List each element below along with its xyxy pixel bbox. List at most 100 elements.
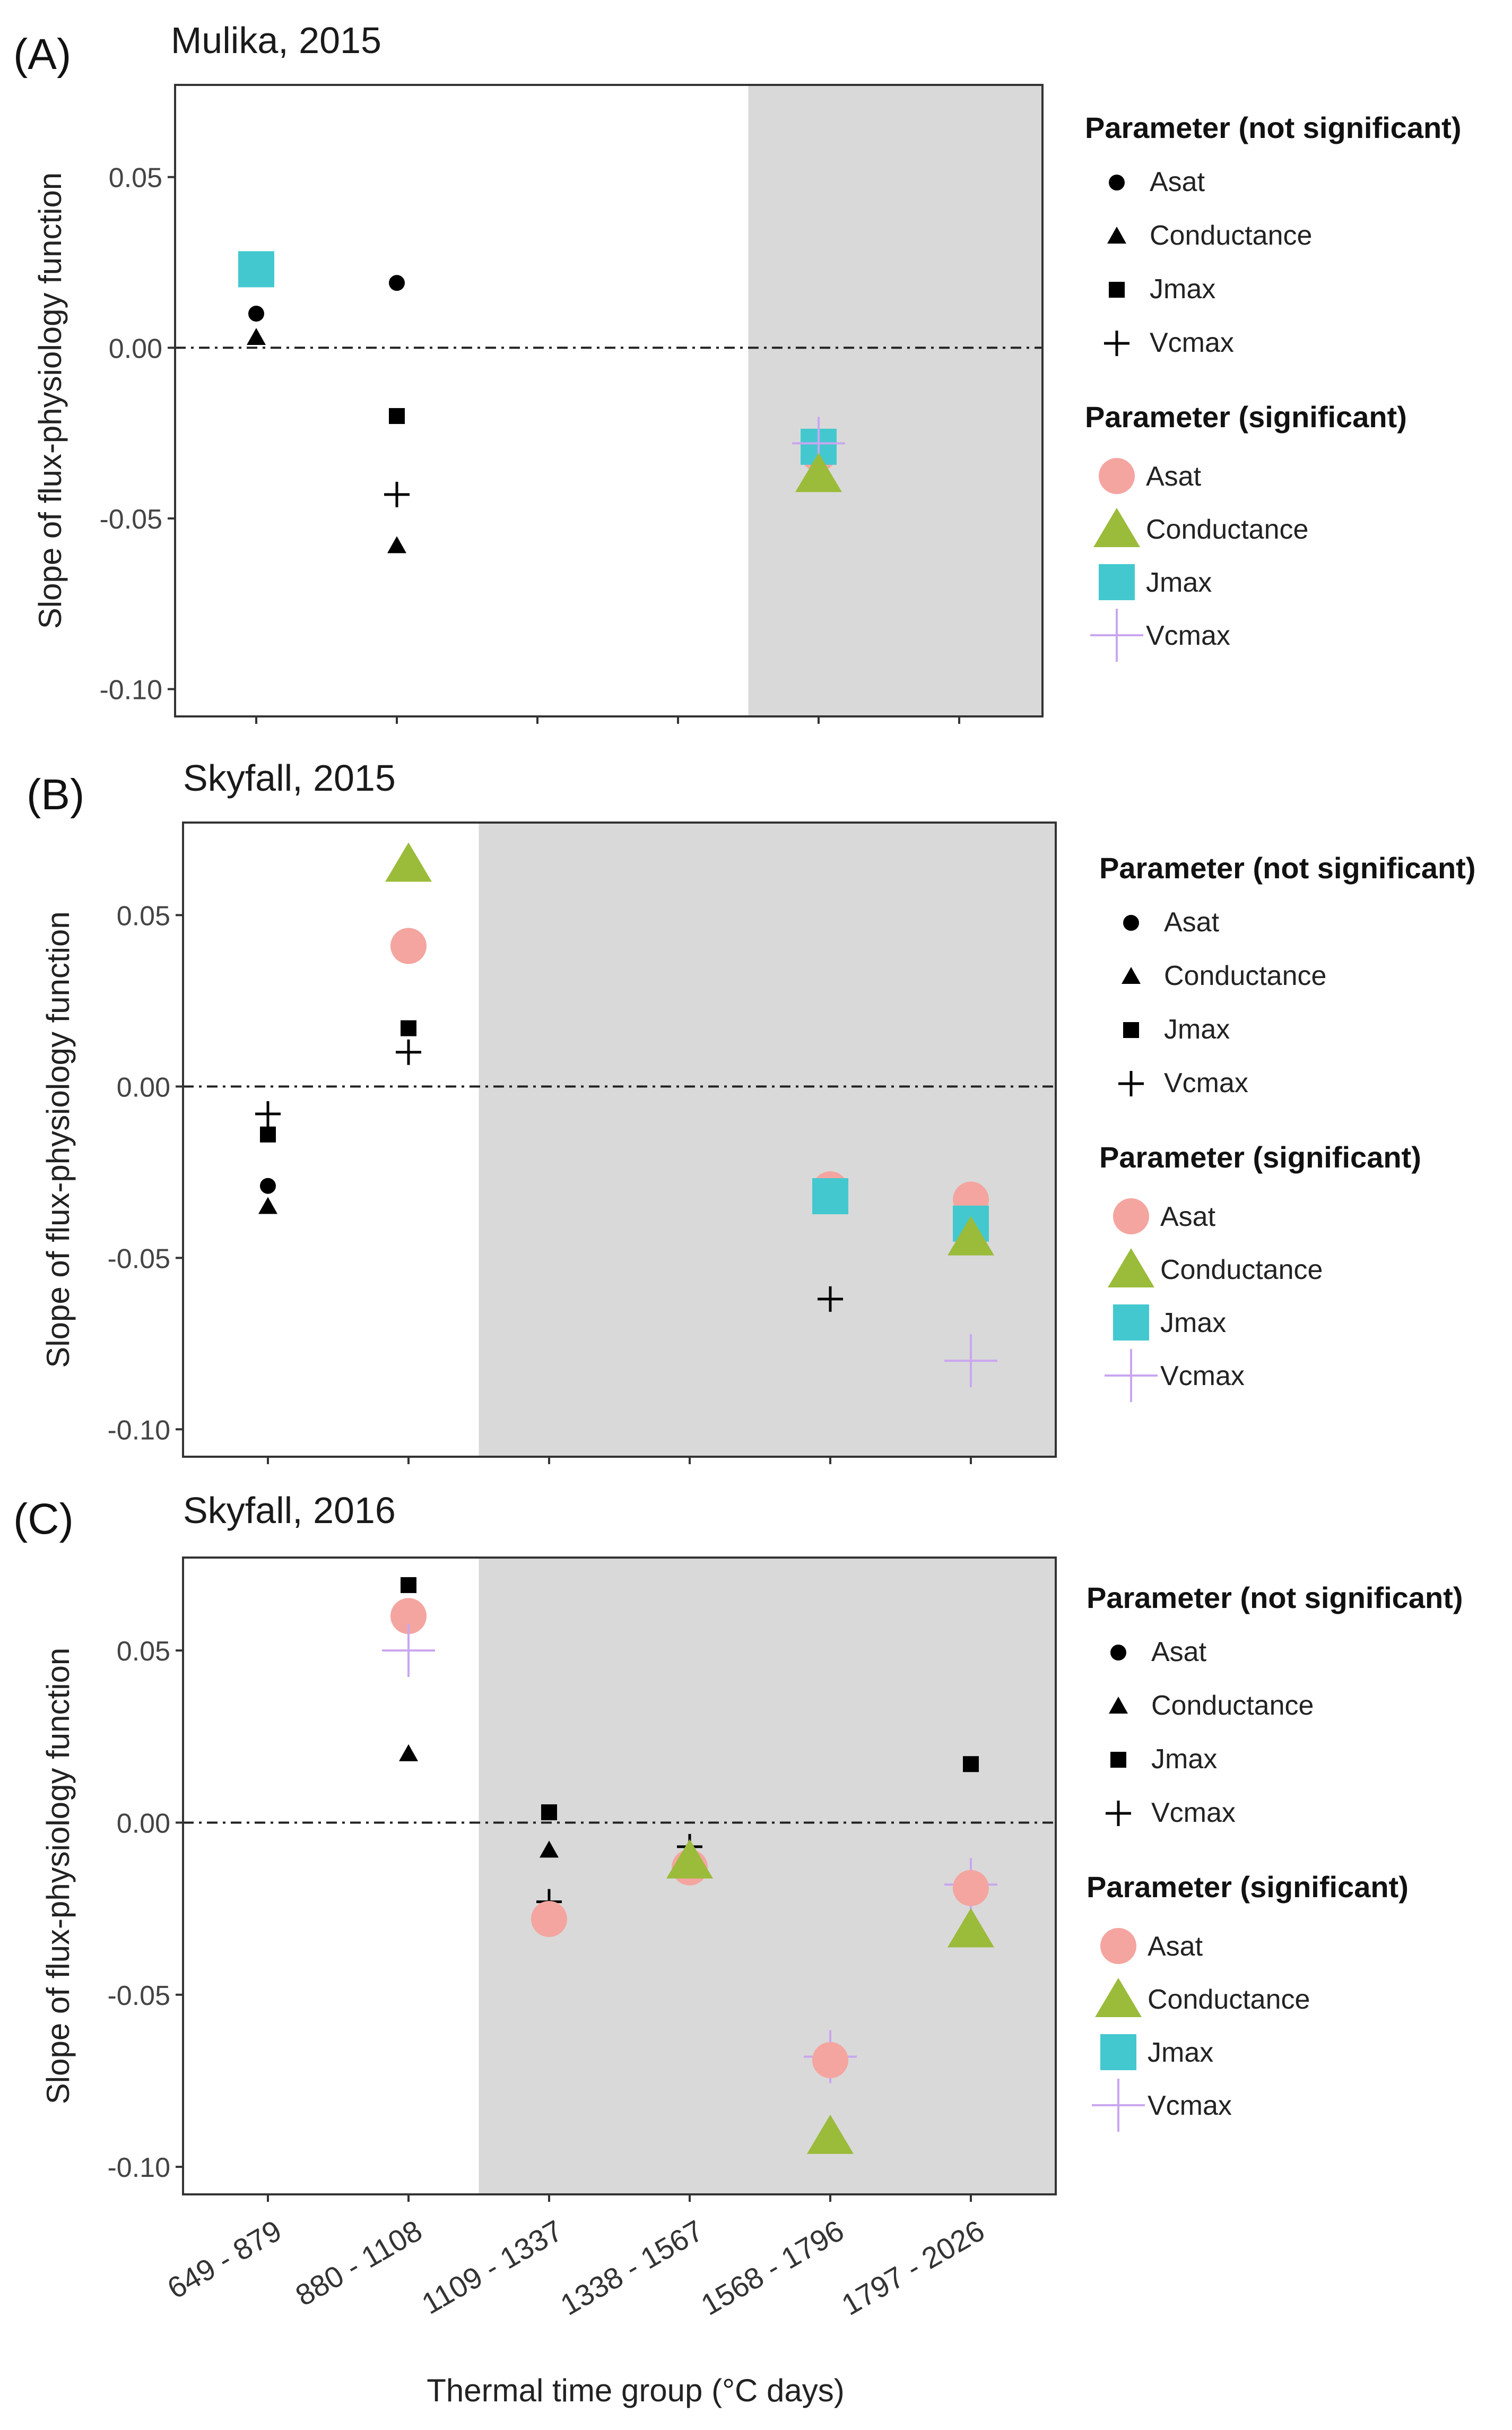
legend-key-vcmax-significant (1105, 1349, 1158, 1402)
legend-key-jmax-significant (1113, 1304, 1149, 1341)
legend-label: Conductance (1146, 514, 1308, 545)
data-point-conductance (807, 2114, 854, 2154)
legend-title-not-significant: Parameter (not significant) (1099, 851, 1475, 885)
legend-key-jmax (1123, 1022, 1139, 1038)
data-point-asat (248, 305, 264, 322)
legend-key-conductance-significant (1108, 1248, 1154, 1287)
y-tick-label: -0.05 (99, 504, 162, 535)
data-point-conductance (795, 453, 842, 492)
plot-frame (182, 821, 1057, 1458)
x-tick-label: 1568 - 1796 (696, 2213, 849, 2322)
legend-key-conductance (1122, 967, 1141, 984)
y-tick-label: -0.10 (107, 1415, 170, 1446)
legend-key-asat (1109, 175, 1125, 191)
data-point-jmax (238, 251, 274, 288)
legend-title-not-significant: Parameter (not significant) (1085, 111, 1461, 144)
data-point-asat (531, 1901, 567, 1938)
x-tick-label: 880 - 1108 (290, 2213, 428, 2312)
legend-title-significant: Parameter (significant) (1085, 400, 1407, 434)
y-axis-title: Slope of flux-physiology function (40, 911, 76, 1368)
legend-key-jmax (1110, 1752, 1126, 1768)
data-point-vcmax (384, 481, 410, 507)
y-tick-label: -0.05 (107, 1243, 170, 1274)
legend-label: Vcmax (1148, 2090, 1232, 2121)
legend-label: Asat (1160, 1201, 1216, 1232)
legend-label: Jmax (1160, 1308, 1226, 1338)
data-point-conductance (247, 328, 266, 345)
panel-title: Skyfall, 2016 (183, 1490, 396, 1531)
legend-key-asat-significant (1113, 1198, 1149, 1234)
legend-label: Conductance (1151, 1690, 1314, 1721)
data-point-conductance (399, 1744, 418, 1761)
x-tick-label: 1338 - 1567 (555, 2213, 709, 2322)
data-point-jmax (963, 1756, 979, 1772)
legend: Parameter (not significant) Asat Conductan… (1085, 111, 1461, 662)
panel-a: (A) Mulika, 2015 0.05 0.00 -0.05 -0.10 Slope o… (13, 20, 1461, 724)
legend-title-not-significant: Parameter (not significant) (1087, 1581, 1463, 1614)
x-axis-title: Thermal time group (°C days) (427, 2373, 845, 2408)
data-point-conductance (540, 1840, 559, 1858)
y-tick-label: 0.05 (117, 901, 170, 931)
data-point-jmax (401, 1577, 416, 1593)
legend-key-vcmax-significant (1092, 2079, 1145, 2132)
data-point-conductance (258, 1197, 277, 1214)
data-point-vcmax (818, 1286, 843, 1312)
legend-key-conductance-significant (1095, 1978, 1142, 2017)
legend-label: Conductance (1164, 961, 1326, 991)
y-tick-label: 0.00 (117, 1072, 170, 1103)
y-tick-label: -0.10 (99, 675, 162, 706)
legend-key-jmax-significant (1099, 564, 1135, 600)
legend-key-vcmax-significant (1090, 609, 1143, 662)
legend-title-significant: Parameter (significant) (1087, 1870, 1409, 1904)
x-tick-label: 649 - 879 (162, 2213, 287, 2305)
legend-key-jmax-significant (1100, 2034, 1136, 2070)
data-point-vcmax (382, 1624, 435, 1677)
x-tick-label: 1109 - 1337 (416, 2213, 568, 2321)
data-point-conductance (666, 1839, 713, 1879)
legend-label: Asat (1148, 1931, 1203, 1962)
data-point-conductance (948, 1908, 994, 1948)
legend-key-conductance (1107, 227, 1126, 244)
legend-label: Jmax (1148, 2037, 1213, 2068)
panel-label: (B) (27, 771, 84, 819)
legend-label: Jmax (1150, 274, 1215, 305)
y-axis-title: Slope of flux-physiology function (32, 172, 68, 629)
data-point-asat (390, 928, 427, 964)
data-point-asat (390, 1598, 427, 1635)
legend-label: Jmax (1146, 567, 1212, 598)
legend-title-significant: Parameter (significant) (1099, 1140, 1421, 1174)
legend-key-vcmax (1106, 1801, 1131, 1826)
legend-label: Asat (1164, 907, 1220, 938)
legend-label: Vcmax (1160, 1361, 1245, 1391)
y-tick-label: 0.00 (109, 333, 162, 364)
legend-label: Conductance (1150, 220, 1312, 251)
data-point-vcmax (255, 1101, 281, 1127)
data-point-vcmax (944, 1334, 997, 1388)
panel-title: Mulika, 2015 (171, 20, 381, 61)
legend-key-asat-significant (1099, 458, 1135, 494)
legend: Parameter (not significant) Asat Conductan… (1087, 1581, 1463, 2132)
data-point-asat (812, 2042, 848, 2079)
panel-title: Skyfall, 2015 (183, 757, 396, 799)
y-axis-title: Slope of flux-physiology function (40, 1648, 76, 2105)
data-point-vcmax (396, 1039, 421, 1065)
legend-key-asat (1110, 1645, 1126, 1661)
data-point-jmax (389, 408, 405, 424)
data-point-jmax (541, 1804, 557, 1820)
y-tick-label: 0.05 (109, 163, 162, 194)
legend-key-jmax (1109, 282, 1125, 298)
legend-label: Conductance (1148, 1984, 1310, 2015)
legend-key-vcmax (1104, 331, 1129, 356)
legend-label: Asat (1150, 167, 1205, 197)
legend-label: Asat (1146, 461, 1202, 492)
legend-key-asat-significant (1100, 1928, 1136, 1964)
legend: Parameter (not significant) Asat Conductan… (1099, 851, 1475, 1402)
data-point-conductance (948, 1216, 994, 1256)
legend-key-conductance (1109, 1697, 1128, 1714)
plot-frame (182, 1556, 1057, 2195)
data-point-jmax (401, 1020, 416, 1036)
y-tick-label: -0.10 (107, 2152, 170, 2183)
data-point-conductance (385, 842, 432, 882)
x-tick-label: 1797 - 2026 (836, 2213, 990, 2322)
